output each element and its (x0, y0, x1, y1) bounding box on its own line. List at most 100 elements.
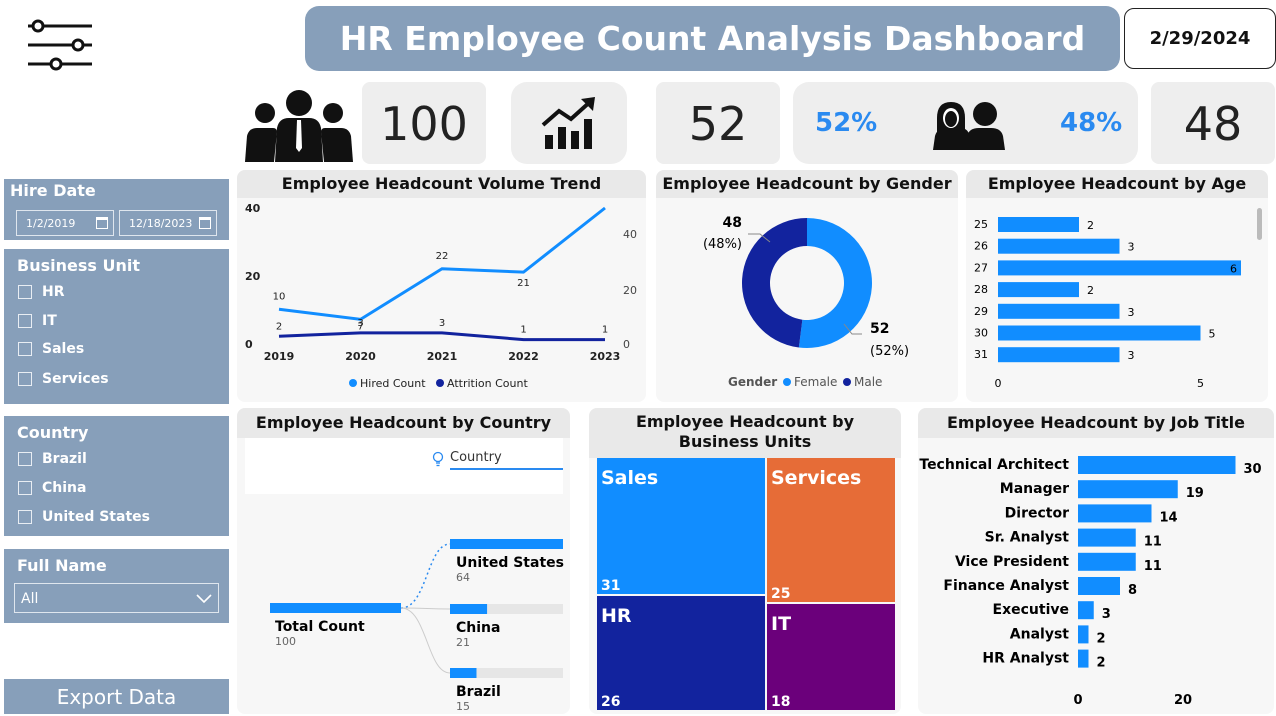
country-option-united-states[interactable]: United States (18, 509, 150, 525)
country-search-box[interactable]: Country (245, 438, 563, 494)
business-units-panel: Employee Headcount by Business Units Sal… (589, 408, 901, 714)
job-title-label: HR Analyst (982, 651, 1069, 667)
hire-date-start[interactable]: 1/2/2019 (16, 210, 114, 236)
treemap-tile-label: IT (771, 613, 791, 635)
checkbox[interactable] (18, 285, 32, 299)
option-label: Services (42, 371, 109, 387)
age-bar (998, 217, 1079, 232)
full-name-slicer: Full Name All (4, 549, 229, 623)
date-card: 2/29/2024 (1124, 8, 1276, 69)
calendar-icon[interactable] (199, 217, 211, 229)
checkbox[interactable] (18, 342, 32, 356)
hired-data-label: 21 (517, 278, 530, 289)
female-pct: 52% (815, 108, 878, 138)
country-bar-track (450, 668, 563, 678)
volume-trend-panel: Employee Headcount Volume Trend 40 20 0 40 2… (237, 170, 646, 402)
page-title: HR Employee Count Analysis Dashboard (339, 19, 1086, 58)
job-title-data-label: 14 (1160, 510, 1178, 525)
dashboard-title-banner: HR Employee Count Analysis Dashboard (305, 6, 1120, 71)
business-unit-option-services[interactable]: Services (18, 371, 109, 387)
business-unit-option-hr[interactable]: HR (18, 284, 65, 300)
attrition-data-label: 1 (520, 325, 526, 336)
legend-marker (843, 378, 851, 386)
job-title-bar (1078, 456, 1236, 474)
checkbox[interactable] (18, 372, 32, 386)
x-tick-label: 2020 (345, 350, 376, 363)
treemap-tile-value: 31 (601, 578, 620, 594)
x-tick-label: 20 (1174, 693, 1192, 708)
age-scrollbar[interactable] (1257, 208, 1262, 240)
country-option-brazil[interactable]: Brazil (18, 451, 87, 467)
full-name-dropdown[interactable]: All (14, 583, 219, 613)
job-title-data-label: 11 (1144, 559, 1162, 574)
job-title-label: Executive (993, 602, 1069, 618)
business-unit-title: Business Unit (17, 256, 140, 275)
job-title-data-label: 8 (1128, 583, 1137, 598)
hired-data-label: 40 (599, 198, 612, 199)
checkbox[interactable] (18, 452, 32, 466)
total-count-value: 100 (275, 635, 296, 648)
job-title-label: Vice President (955, 554, 1069, 570)
hire-date-end[interactable]: 12/18/2023 (119, 210, 217, 236)
treemap-tile-value: 25 (771, 586, 790, 602)
female-data-label: 52 (870, 321, 889, 337)
hire-date-title: Hire Date (10, 181, 96, 200)
x-tick-label: 2023 (590, 350, 621, 363)
growth-chart-icon (541, 97, 597, 155)
business-unit-option-it[interactable]: IT (18, 313, 57, 329)
legend-marker (349, 379, 357, 387)
job-title-data-label: 2 (1097, 656, 1106, 671)
hire-date-start-value: 1/2/2019 (26, 216, 76, 230)
x-tick-label: 0 (995, 377, 1002, 390)
job-title-label: Analyst (1010, 626, 1070, 642)
age-chart: 25 226 327 628 229 330 531 30 5 (974, 217, 1241, 390)
job-title-bar (1078, 649, 1089, 668)
y2-tick-label: 20 (623, 284, 637, 297)
age-category-label: 30 (974, 327, 988, 340)
y-tick-label: 40 (245, 202, 261, 215)
export-data-button[interactable]: Export Data (4, 679, 229, 714)
hired-data-label: 7 (357, 321, 363, 332)
job-title-label: Sr. Analyst (985, 530, 1070, 546)
business-unit-option-sales[interactable]: Sales (18, 341, 84, 357)
sliders-icon[interactable] (26, 18, 94, 72)
business-units-title: Employee Headcount by Business Units (589, 408, 901, 458)
attrition-data-label: 1 (602, 325, 608, 336)
treemap-tile-label: HR (601, 605, 632, 627)
attrition-data-label: 3 (357, 318, 363, 329)
legend-marker (783, 378, 791, 386)
leader-line (748, 233, 771, 243)
legend-label: Attrition Count (447, 377, 528, 390)
checkbox[interactable] (18, 314, 32, 328)
checkbox[interactable] (18, 481, 32, 495)
gender-title: Employee Headcount by Gender (656, 170, 958, 198)
growth-icon-card (511, 82, 627, 164)
business-units-treemap: Sales 31 Services 25 HR 26 IT 18 (597, 458, 895, 710)
chevron-down-icon[interactable] (196, 592, 212, 604)
country-option-china[interactable]: China (18, 480, 86, 496)
age-category-label: 28 (974, 283, 988, 296)
business-unit-slicer: Business Unit HR IT Sales Services (4, 249, 229, 404)
treemap-tile-label: Sales (601, 467, 658, 489)
age-data-label: 2 (1087, 219, 1094, 232)
male-data-label: (48%) (703, 237, 742, 252)
x-tick-label: 2022 (508, 350, 539, 363)
leader-line (843, 323, 862, 335)
male-data-label: 48 (723, 215, 742, 231)
country-label: Brazil (456, 684, 501, 700)
checkbox[interactable] (18, 510, 32, 524)
gender-split-card: 52% 48% (793, 82, 1138, 164)
country-label: United States (456, 555, 564, 571)
female-slice (798, 218, 872, 348)
job-title-data-label: 11 (1144, 535, 1162, 550)
age-category-label: 29 (974, 305, 988, 318)
job-title-label: Director (1005, 505, 1069, 521)
treemap-tile (597, 458, 765, 594)
calendar-icon[interactable] (96, 217, 108, 229)
age-data-label: 3 (1128, 306, 1135, 319)
job-title-label: Technical Architect (919, 457, 1069, 473)
legend-label: Hired Count (360, 377, 426, 390)
female-data-label: (52%) (870, 344, 909, 359)
